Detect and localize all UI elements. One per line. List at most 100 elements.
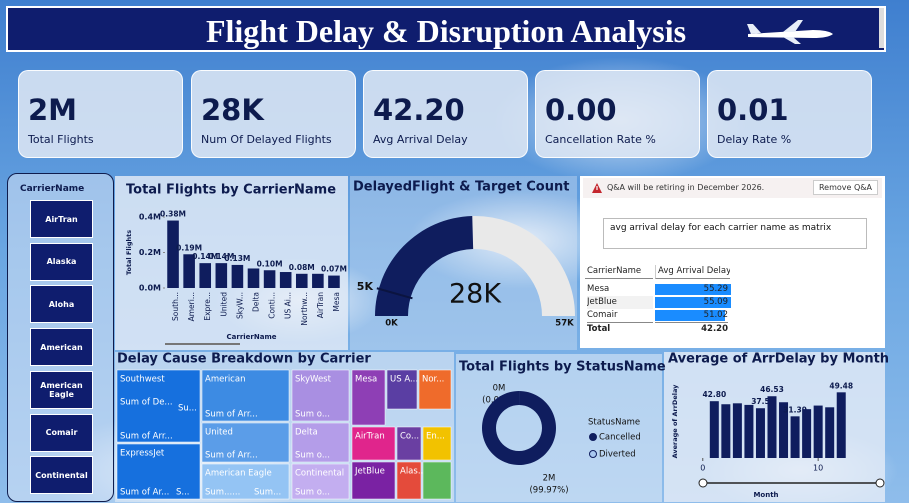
bar — [836, 392, 846, 458]
slice-count-label: 0M — [493, 384, 506, 394]
slicer-item[interactable]: American Eagle — [30, 370, 93, 409]
y-tick-label: 0.4M — [139, 213, 161, 222]
value-label: 0.38M — [160, 210, 186, 219]
chart-title: Average of ArrDelay by Month — [668, 352, 889, 367]
treemap-label: Nor... — [422, 375, 444, 385]
table-cell: Mesa — [587, 284, 610, 294]
bar — [802, 409, 812, 458]
treemap-sublabel: Sum o... — [295, 410, 330, 420]
data-bar — [655, 310, 726, 321]
remove-qa-button[interactable]: Remove Q&A — [812, 180, 878, 195]
kpi-card: 0.01 Delay Rate % — [707, 70, 872, 158]
value-label: 0.14M — [208, 252, 234, 261]
scrollbar[interactable] — [879, 8, 884, 48]
treemap-cell — [351, 369, 386, 426]
table-cell: 55.09 — [703, 297, 728, 307]
value-label: 49.48 — [829, 381, 853, 390]
value-label: 0.19M — [176, 243, 202, 252]
treemap-label: Southwest — [120, 375, 165, 385]
table-cell: 55.29 — [703, 284, 728, 294]
slicer-item[interactable]: Alaska — [30, 242, 93, 281]
bar — [199, 263, 212, 288]
x-tick-label: SkyW... — [235, 292, 244, 319]
gauge-target-label: 5K — [357, 280, 374, 293]
slider-handle — [698, 478, 708, 488]
slicer-item[interactable]: Aloha — [30, 285, 93, 324]
legend-marker — [589, 433, 597, 441]
treemap-label: Mesa — [355, 375, 377, 385]
kpi-card: 0.00 Cancellation Rate % — [535, 70, 700, 158]
legend-label: Diverted — [599, 450, 636, 460]
treemap-cell — [386, 369, 418, 410]
treemap-label: American — [205, 375, 245, 385]
slicer-item[interactable]: Comair — [30, 413, 93, 452]
slicer-item[interactable]: American — [30, 328, 93, 367]
x-tick-label: United — [219, 292, 228, 317]
x-axis-title: CarrierName — [227, 333, 277, 341]
treemap-label: American Eagle — [205, 469, 272, 479]
gauge-track — [472, 215, 575, 316]
slider-handle — [875, 478, 885, 488]
value-label: 0.14M — [192, 252, 218, 261]
slicer-item[interactable]: AirTran — [30, 200, 93, 238]
kpi-label: Avg Arrival Delay — [373, 133, 468, 146]
bar — [825, 407, 835, 458]
treemap-sublabel: Sum... — [254, 488, 281, 498]
value-label: 46.53 — [760, 385, 784, 394]
bar — [790, 416, 800, 458]
bar — [231, 264, 244, 288]
kpi-card: 42.20 Avg Arrival Delay — [363, 70, 528, 158]
qa-banner: Q&A will be retiring in December 2026. R… — [583, 178, 882, 198]
slice-percent-label: (99.97%) — [529, 486, 568, 496]
value-label: 31.39 — [783, 405, 807, 414]
slicer-item[interactable]: Continental — [30, 456, 93, 495]
x-tick-label: 10 — [813, 464, 823, 473]
treemap-sublabel: Sum o... — [295, 451, 330, 461]
x-axis-title: Month — [753, 491, 778, 499]
kpi-card: 28K Num Of Delayed Flights — [191, 70, 356, 158]
bar — [767, 396, 777, 458]
y-axis-title: Average of ArrDelay — [671, 384, 679, 459]
treemap-cell — [351, 426, 396, 461]
kpi-label: Delay Rate % — [717, 133, 792, 146]
y-axis-title: Total Flights — [125, 230, 133, 275]
legend-marker — [589, 450, 597, 458]
qa-visual: Q&A will be retiring in December 2026. R… — [580, 176, 885, 348]
treemap-cell — [116, 369, 201, 443]
value-label: 0.13M — [224, 254, 250, 263]
treemap-sublabel: Sum of Ar... — [120, 488, 169, 498]
chart-title: Total Flights by CarrierName — [126, 183, 336, 198]
treemap-sublabel: S... — [176, 488, 190, 498]
value-label: 42.80 — [702, 390, 726, 399]
donut-slice — [481, 391, 556, 465]
treemap-sublabel: Sum o... — [295, 488, 330, 498]
treemap-cell — [201, 422, 290, 463]
treemap-cell — [291, 369, 350, 422]
bar — [755, 408, 765, 458]
x-tick-label: Ameri... — [187, 292, 196, 321]
kpi-card: 2M Total Flights — [18, 70, 183, 158]
panel — [115, 176, 348, 350]
treemap-cell — [291, 422, 350, 463]
treemap-label: US A... — [390, 375, 418, 385]
kpi-value: 0.00 — [545, 93, 617, 127]
treemap-sublabel: Sum of Arr... — [205, 451, 258, 461]
treemap-sublabel: Su... — [178, 404, 197, 414]
table-cell: JetBlue — [587, 296, 653, 309]
gauge-min-label: 0K — [385, 319, 398, 329]
treemap-cell — [422, 426, 452, 461]
y-tick-label: 0.2M — [139, 248, 161, 257]
value-label: 0.07M — [321, 265, 347, 274]
bar — [295, 273, 308, 288]
qa-input[interactable]: avg arrival delay for each carrier name … — [603, 218, 867, 249]
kpi-label: Cancellation Rate % — [545, 133, 656, 146]
header: Flight Delay & Disruption Analysis — [6, 6, 886, 52]
treemap-cell — [396, 426, 422, 461]
x-tick-label: Expre... — [203, 292, 212, 321]
x-tick-label: South... — [171, 292, 180, 321]
data-bar — [655, 297, 731, 308]
kpi-value: 2M — [28, 93, 78, 127]
treemap-cell — [396, 461, 422, 500]
gauge-value — [374, 216, 474, 316]
chart-title: DelayedFlight & Target Count — [353, 180, 569, 195]
